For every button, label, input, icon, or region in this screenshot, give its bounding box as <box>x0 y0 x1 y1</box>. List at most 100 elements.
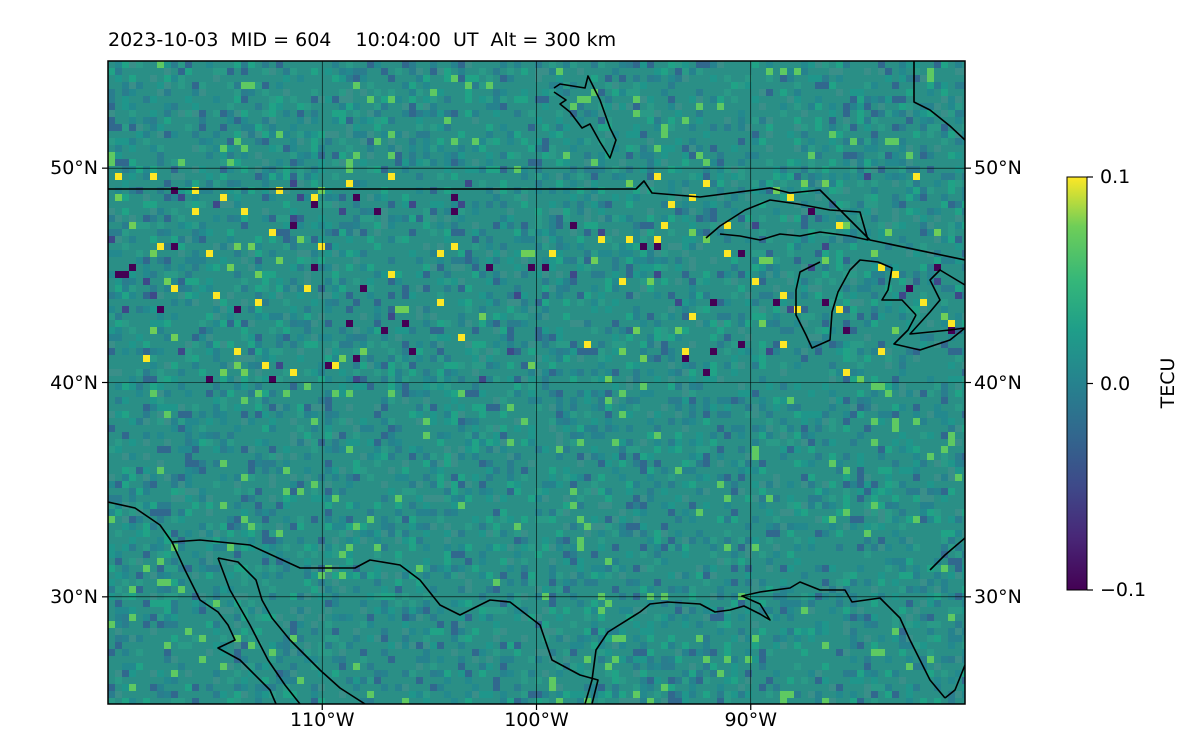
tec-pixel <box>437 278 444 285</box>
tec-pixel <box>143 432 150 439</box>
tec-pixel <box>857 467 864 474</box>
tec-pixel <box>311 481 318 488</box>
tec-pixel <box>430 586 437 593</box>
tec-pixel <box>892 579 899 586</box>
tec-pixel <box>381 635 388 642</box>
tec-pixel <box>556 544 563 551</box>
tec-pixel <box>381 593 388 600</box>
tec-pixel <box>955 516 962 523</box>
tec-pixel <box>738 215 745 222</box>
tec-pixel <box>262 467 269 474</box>
tec-pixel <box>619 278 626 285</box>
tec-pixel <box>353 537 360 544</box>
tec-pixel <box>521 313 528 320</box>
tec-pixel <box>136 579 143 586</box>
tec-pixel <box>794 215 801 222</box>
tec-pixel <box>717 453 724 460</box>
tec-pixel <box>493 138 500 145</box>
tec-pixel <box>178 586 185 593</box>
tec-pixel <box>507 488 514 495</box>
tec-pixel <box>731 180 738 187</box>
tec-pixel <box>115 621 122 628</box>
tec-pixel <box>290 677 297 684</box>
tec-pixel <box>192 131 199 138</box>
tec-pixel <box>808 432 815 439</box>
tec-pixel <box>388 278 395 285</box>
tec-pixel <box>185 670 192 677</box>
tec-pixel <box>129 222 136 229</box>
tec-pixel <box>535 614 542 621</box>
tec-pixel <box>794 404 801 411</box>
tec-pixel <box>815 621 822 628</box>
tec-pixel <box>150 572 157 579</box>
tec-pixel <box>661 68 668 75</box>
tec-pixel <box>423 376 430 383</box>
tec-pixel <box>402 397 409 404</box>
tec-pixel <box>395 96 402 103</box>
tec-pixel <box>374 551 381 558</box>
tec-pixel <box>556 628 563 635</box>
tec-pixel <box>276 278 283 285</box>
tec-pixel <box>703 614 710 621</box>
tec-pixel <box>927 229 934 236</box>
tec-pixel <box>570 579 577 586</box>
tec-pixel <box>360 180 367 187</box>
tec-pixel <box>339 152 346 159</box>
tec-pixel <box>717 299 724 306</box>
tec-pixel <box>129 376 136 383</box>
tec-pixel <box>556 663 563 670</box>
tec-pixel <box>738 320 745 327</box>
tec-pixel <box>220 243 227 250</box>
tec-pixel <box>801 110 808 117</box>
tec-pixel <box>563 411 570 418</box>
tec-pixel <box>269 103 276 110</box>
tec-pixel <box>346 537 353 544</box>
tec-pixel <box>605 558 612 565</box>
tec-pixel <box>402 285 409 292</box>
tec-pixel <box>598 635 605 642</box>
tec-pixel <box>227 663 234 670</box>
tec-pixel <box>843 117 850 124</box>
tec-pixel <box>416 173 423 180</box>
tec-pixel <box>612 369 619 376</box>
tec-pixel <box>304 341 311 348</box>
tec-pixel <box>213 600 220 607</box>
tec-pixel <box>472 390 479 397</box>
tec-pixel <box>227 341 234 348</box>
tec-pixel <box>724 558 731 565</box>
tec-pixel <box>339 516 346 523</box>
tec-pixel <box>241 222 248 229</box>
tec-pixel <box>584 138 591 145</box>
tec-pixel <box>458 68 465 75</box>
tec-pixel <box>626 446 633 453</box>
tec-pixel <box>696 89 703 96</box>
tec-pixel <box>738 544 745 551</box>
tec-pixel <box>521 257 528 264</box>
tec-pixel <box>367 355 374 362</box>
tec-pixel <box>927 68 934 75</box>
tec-pixel <box>192 208 199 215</box>
tec-pixel <box>675 404 682 411</box>
tec-pixel <box>262 425 269 432</box>
tec-pixel <box>262 166 269 173</box>
tec-pixel <box>668 446 675 453</box>
tec-pixel <box>899 173 906 180</box>
tec-pixel <box>633 453 640 460</box>
tec-pixel <box>108 229 115 236</box>
tec-pixel <box>199 257 206 264</box>
tec-pixel <box>122 89 129 96</box>
tec-pixel <box>913 565 920 572</box>
tec-pixel <box>682 397 689 404</box>
tec-pixel <box>710 96 717 103</box>
tec-pixel <box>360 229 367 236</box>
tec-pixel <box>318 404 325 411</box>
tec-pixel <box>857 152 864 159</box>
tec-pixel <box>892 425 899 432</box>
tec-pixel <box>640 229 647 236</box>
tec-pixel <box>941 299 948 306</box>
tec-pixel <box>486 530 493 537</box>
tec-pixel <box>801 306 808 313</box>
tec-pixel <box>941 257 948 264</box>
tec-pixel <box>297 481 304 488</box>
tec-pixel <box>724 474 731 481</box>
